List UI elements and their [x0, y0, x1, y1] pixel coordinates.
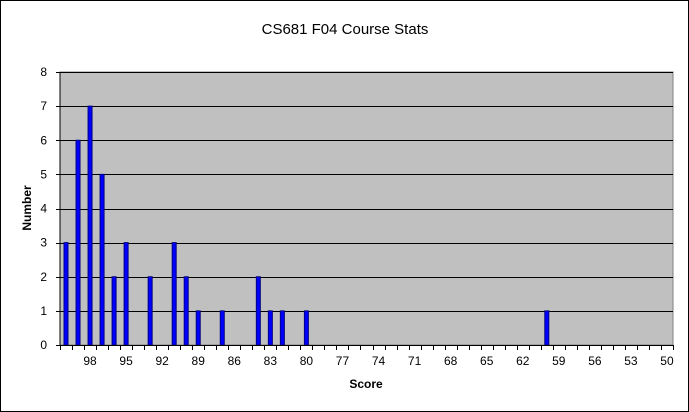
x-tick-labels: 98 95 92 89 86 83 80 77 74 71 68 65 62 59 56 53 50: [83, 354, 674, 368]
x-tick-label-77: 77: [336, 354, 350, 368]
x-tick-label-71: 71: [408, 354, 422, 368]
plot-area: [59, 71, 674, 346]
bar-90: [183, 276, 189, 346]
bar-82: [279, 310, 285, 346]
y-tick-label-5: 5: [40, 167, 47, 181]
bar-98: [87, 105, 93, 346]
bar-89: [195, 310, 201, 346]
y-tick-labels: 0 1 2 3 4 5 6 7 8: [40, 65, 47, 352]
x-tick-label-74: 74: [372, 354, 386, 368]
x-tick-label-50: 50: [660, 354, 674, 368]
x-tick-label-83: 83: [264, 354, 278, 368]
bar-95: [123, 242, 129, 346]
bar-100: [63, 242, 69, 346]
x-tick-label-53: 53: [624, 354, 638, 368]
bar-80: [303, 310, 309, 346]
y-tick-label-2: 2: [40, 270, 47, 284]
bar-97: [99, 173, 105, 346]
y-tick-label-4: 4: [40, 202, 47, 216]
y-tick-label-0: 0: [40, 338, 47, 352]
axes: [56, 72, 674, 350]
x-tick-label-62: 62: [516, 354, 530, 368]
bar-96: [111, 276, 117, 346]
x-tick-label-56: 56: [588, 354, 602, 368]
x-tick-label-86: 86: [228, 354, 242, 368]
bar-93: [147, 276, 153, 346]
gridlines: [60, 72, 673, 312]
x-tick-label-95: 95: [119, 354, 133, 368]
x-tick-label-80: 80: [300, 354, 314, 368]
y-tick-label-3: 3: [40, 236, 47, 250]
x-tick-label-92: 92: [155, 354, 169, 368]
x-axis-title: Score: [349, 377, 383, 391]
y-tick-label-7: 7: [40, 99, 47, 113]
bar-60: [544, 310, 550, 346]
y-axis-title: Number: [20, 185, 34, 231]
x-tick-label-98: 98: [83, 354, 97, 368]
chart-title: CS681 F04 Course Stats: [262, 21, 429, 38]
bar-84: [255, 276, 261, 346]
bar-83: [267, 310, 273, 346]
x-tick-label-89: 89: [192, 354, 206, 368]
x-tick-label-65: 65: [480, 354, 494, 368]
bar-91: [171, 242, 177, 346]
x-tick-label-59: 59: [552, 354, 566, 368]
bar-87: [219, 310, 225, 346]
x-tick-label-68: 68: [444, 354, 458, 368]
y-tick-label-8: 8: [40, 65, 47, 79]
bar-99: [75, 139, 81, 346]
y-tick-label-1: 1: [40, 304, 47, 318]
y-tick-label-6: 6: [40, 133, 47, 147]
